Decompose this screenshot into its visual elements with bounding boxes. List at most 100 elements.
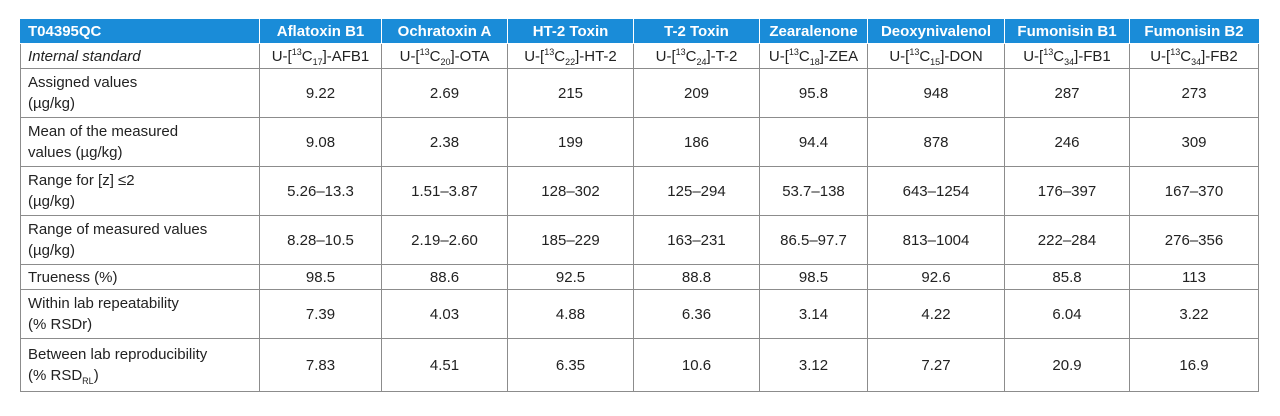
table-cell: 92.6	[867, 264, 1005, 290]
table-row: Range of measured values (µg/kg) 8.28–10.5…	[20, 215, 1259, 265]
row-label-line: (µg/kg)	[28, 191, 259, 212]
table-cell: 3.12	[759, 338, 868, 392]
table-cell: 176–397	[1004, 166, 1130, 216]
standard-prefix: U-[	[655, 47, 676, 65]
column-header: Aflatoxin B1	[259, 19, 382, 44]
table-cell: 163–231	[633, 215, 760, 265]
row-label: Within lab repeatability (% RSDr)	[20, 289, 260, 339]
table-cell: 85.8	[1004, 264, 1130, 290]
table-cell: 88.8	[633, 264, 760, 290]
row-label-line: Within lab repeatability	[28, 295, 179, 312]
row-label-line: Range of measured values	[28, 221, 208, 238]
table-cell: 53.7–138	[759, 166, 868, 216]
row-label-text: (µg/kg)	[28, 95, 75, 112]
isotope-number: 13	[1043, 46, 1054, 57]
isotope-number: 13	[1170, 46, 1181, 57]
table-cell: 16.9	[1129, 338, 1259, 392]
table-cell: 1.51–3.87	[381, 166, 508, 216]
atom-count: 22	[565, 56, 576, 67]
internal-standard-row: Internal standard U-[13C17]-AFB1 U-[13C20…	[20, 43, 1259, 69]
table-cell: 8.28–10.5	[259, 215, 382, 265]
table-cell: 643–1254	[867, 166, 1005, 216]
column-header: Deoxynivalenol	[867, 19, 1005, 44]
isotope-number: 13	[909, 46, 920, 57]
table-cell: 9.08	[259, 117, 382, 167]
atom-count: 20	[440, 56, 451, 67]
table-cell: 7.27	[867, 338, 1005, 392]
element-symbol: C	[554, 47, 566, 65]
column-header: Fumonisin B1	[1004, 19, 1130, 44]
column-header: HT-2 Toxin	[507, 19, 634, 44]
isotope-number: 13	[788, 46, 799, 57]
standard-prefix: U-[	[1150, 47, 1171, 65]
row-label-line: values (µg/kg)	[28, 142, 259, 163]
isotope-number: 13	[291, 46, 302, 57]
row-label-text: values (µg/kg)	[28, 144, 123, 161]
internal-standard-cell: U-[13C22]-HT-2	[507, 43, 634, 69]
isotope-number: 13	[419, 46, 430, 57]
table-cell: 185–229	[507, 215, 634, 265]
standard-suffix: ]-OTA	[450, 47, 490, 65]
row-label-line: (% RSDRL)	[28, 365, 259, 386]
row-label-line: Mean of the measured	[28, 123, 179, 140]
corner-header: T04395QC	[20, 19, 260, 44]
table-cell: 98.5	[759, 264, 868, 290]
table-cell: 813–1004	[867, 215, 1005, 265]
atom-count: 24	[696, 56, 707, 67]
atom-count: 34	[1191, 56, 1202, 67]
table-cell: 92.5	[507, 264, 634, 290]
qc-results-table: T04395QC Aflatoxin B1 Ochratoxin A HT-2 …	[20, 19, 1259, 392]
standard-suffix: ]-T-2	[706, 47, 738, 65]
internal-standard-cell: U-[13C18]-ZEA	[759, 43, 868, 69]
table-cell: 167–370	[1129, 166, 1259, 216]
table-cell: 4.22	[867, 289, 1005, 339]
row-label: Internal standard	[20, 43, 260, 69]
atom-count: 15	[930, 56, 941, 67]
atom-count: 34	[1064, 56, 1075, 67]
table-cell: 6.36	[633, 289, 760, 339]
table-cell: 276–356	[1129, 215, 1259, 265]
table-cell: 10.6	[633, 338, 760, 392]
table-cell: 4.03	[381, 289, 508, 339]
row-label: Mean of the measured values (µg/kg)	[20, 117, 260, 167]
table-cell: 2.38	[381, 117, 508, 167]
table-row: Mean of the measured values (µg/kg) 9.08 2.…	[20, 117, 1259, 167]
table-cell: 86.5–97.7	[759, 215, 868, 265]
element-symbol: C	[1053, 47, 1065, 65]
row-label-text: )	[93, 367, 99, 384]
internal-standard-cell: U-[13C24]-T-2	[633, 43, 760, 69]
element-symbol: C	[685, 47, 697, 65]
table-cell: 199	[507, 117, 634, 167]
table-cell: 20.9	[1004, 338, 1130, 392]
standard-prefix: U-[	[889, 47, 910, 65]
table-cell: 6.35	[507, 338, 634, 392]
internal-standard-cell: U-[13C17]-AFB1	[259, 43, 382, 69]
element-symbol: C	[1180, 47, 1192, 65]
row-label: Between lab reproducibility (% RSDRL)	[20, 338, 260, 392]
internal-standard-cell: U-[13C34]-FB2	[1129, 43, 1259, 69]
table-cell: 98.5	[259, 264, 382, 290]
standard-suffix: ]-ZEA	[819, 47, 859, 65]
row-label-text: (µg/kg)	[28, 193, 75, 210]
table-cell: 287	[1004, 68, 1130, 118]
table-cell: 273	[1129, 68, 1259, 118]
row-label-text: (µg/kg)	[28, 242, 75, 259]
row-label-line: Range for [z] ≤2	[28, 172, 135, 189]
table-cell: 246	[1004, 117, 1130, 167]
table-cell: 6.04	[1004, 289, 1130, 339]
isotope-number: 13	[675, 46, 686, 57]
internal-standard-cell: U-[13C20]-OTA	[381, 43, 508, 69]
table-row: Within lab repeatability (% RSDr) 7.39 4.03…	[20, 289, 1259, 339]
standard-prefix: U-[	[271, 47, 292, 65]
standard-suffix: ]-HT-2	[575, 47, 617, 65]
atom-count: 18	[809, 56, 820, 67]
table-cell: 2.69	[381, 68, 508, 118]
table-cell: 309	[1129, 117, 1259, 167]
table-row: Trueness (%) 98.5 88.6 92.5 88.8 98.5 92.6 85.8…	[20, 264, 1259, 290]
element-symbol: C	[919, 47, 931, 65]
table-cell: 3.22	[1129, 289, 1259, 339]
row-label: Range of measured values (µg/kg)	[20, 215, 260, 265]
row-label-line: (% RSDr)	[28, 314, 259, 335]
table-cell: 948	[867, 68, 1005, 118]
row-label-line: (µg/kg)	[28, 93, 259, 114]
